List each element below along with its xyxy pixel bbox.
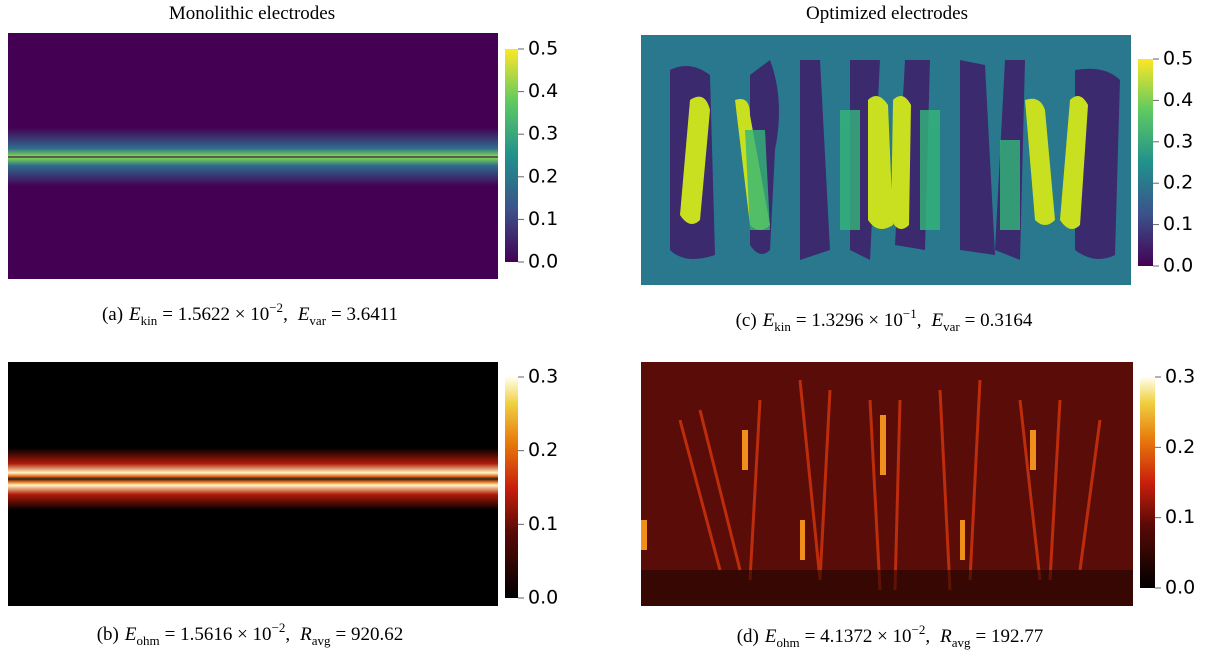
math-subscript: kin <box>774 319 791 334</box>
colorbar-tick-label: 0.2 <box>1165 436 1195 458</box>
math-text: = 0.3164 <box>965 310 1033 331</box>
math-subscript: avg <box>312 633 331 648</box>
colorbar-tick-label: 0.5 <box>1163 48 1193 70</box>
colorbar <box>505 377 518 598</box>
colorbar-tick-label: 0.0 <box>528 587 558 609</box>
math-text: = 1.5622 × 10 <box>162 304 269 325</box>
field-image <box>8 33 498 279</box>
colorbar <box>1138 59 1153 266</box>
colorbar-tick-label: 0.1 <box>528 513 558 535</box>
colorbar <box>505 49 518 262</box>
math-separator: , <box>283 304 288 325</box>
math-text: = 3.6411 <box>331 304 398 325</box>
math-separator: , <box>925 626 930 647</box>
colorbar-tick-label: 0.1 <box>1163 213 1193 235</box>
caption: (b) Eohm = 1.5616 × 10−2, Ravg = 920.62 <box>97 620 404 648</box>
colorbar-tick-label: 0.3 <box>1163 130 1193 152</box>
math-separator: , <box>285 624 290 645</box>
math-symbol: R <box>299 624 312 645</box>
math-text: = 4.1372 × 10 <box>805 626 912 647</box>
math-text: = 920.62 <box>336 624 404 645</box>
caption-label: (a) <box>102 304 123 325</box>
colorbar-tick-label: 0.2 <box>528 165 558 187</box>
math-subscript: var <box>309 313 326 328</box>
math-symbol: E <box>764 626 777 647</box>
colorbar-tick-label: 0.1 <box>1165 506 1195 528</box>
math-symbol: E <box>297 304 310 325</box>
math-subscript: ohm <box>777 635 800 650</box>
math-superscript: −2 <box>912 622 926 637</box>
math-superscript: −2 <box>269 300 283 315</box>
caption-label: (d) <box>737 626 759 647</box>
colorbar-tick-label: 0.0 <box>1163 255 1193 277</box>
math-superscript: −2 <box>272 620 286 635</box>
column-title: Monolithic electrodes <box>169 3 335 24</box>
math-symbol: E <box>124 624 137 645</box>
colorbar-tick-label: 0.0 <box>528 251 558 273</box>
math-superscript: −1 <box>903 306 917 321</box>
math-symbol: E <box>762 310 775 331</box>
colorbar-tick-label: 0.2 <box>528 439 558 461</box>
math-text: = 192.77 <box>976 626 1044 647</box>
math-separator: , <box>917 310 922 331</box>
colorbar-tick-label: 0.0 <box>1165 577 1195 599</box>
colorbar-tick-label: 0.2 <box>1163 172 1193 194</box>
colorbar-tick-label: 0.4 <box>1163 89 1193 111</box>
caption-label: (c) <box>736 310 757 331</box>
math-subscript: ohm <box>137 633 160 648</box>
caption: (d) Eohm = 4.1372 × 10−2, Ravg = 192.77 <box>737 622 1044 650</box>
caption: (c) Ekin = 1.3296 × 10−1, Evar = 0.3164 <box>736 306 1033 334</box>
colorbar <box>1140 377 1155 588</box>
math-symbol: E <box>128 304 141 325</box>
field-image <box>8 362 498 606</box>
math-text: = 1.3296 × 10 <box>796 310 903 331</box>
colorbar-tick-label: 0.3 <box>528 366 558 388</box>
math-subscript: var <box>943 319 960 334</box>
math-subscript: kin <box>141 313 158 328</box>
field-image <box>641 35 1131 285</box>
colorbar-tick-label: 0.5 <box>528 38 558 60</box>
column-title: Optimized electrodes <box>806 3 968 24</box>
math-symbol: E <box>930 310 943 331</box>
field-image <box>641 362 1133 606</box>
colorbar-tick-label: 0.1 <box>528 208 558 230</box>
colorbar-tick-label: 0.4 <box>528 80 558 102</box>
caption-label: (b) <box>97 624 119 645</box>
colorbar-tick-label: 0.3 <box>1165 366 1195 388</box>
caption: (a) Ekin = 1.5622 × 10−2, Evar = 3.6411 <box>102 300 398 328</box>
math-subscript: avg <box>952 635 971 650</box>
math-symbol: R <box>939 626 952 647</box>
math-text: = 1.5616 × 10 <box>165 624 272 645</box>
colorbar-tick-label: 0.3 <box>528 123 558 145</box>
